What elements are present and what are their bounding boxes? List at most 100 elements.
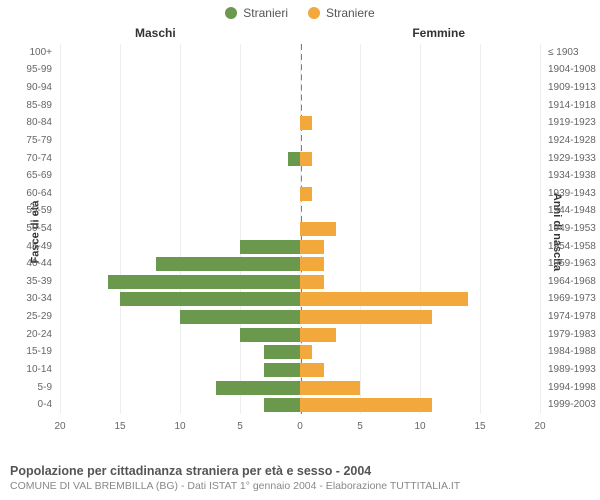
y-label-age: 15-19	[0, 346, 56, 357]
y-label-age: 85-89	[0, 100, 56, 111]
bar-female	[300, 363, 324, 377]
chart-row	[60, 168, 540, 184]
x-tick-label: 10	[174, 421, 185, 432]
legend-label-female: Straniere	[326, 6, 375, 20]
bar-male	[264, 345, 300, 359]
x-tick-label: 0	[297, 421, 303, 432]
y-label-birth: 1939-1943	[544, 188, 600, 199]
y-label-age: 25-29	[0, 311, 56, 322]
y-label-birth: 1954-1958	[544, 241, 600, 252]
bar-female	[300, 328, 336, 342]
y-label-birth: 1974-1978	[544, 311, 600, 322]
chart-row	[60, 133, 540, 149]
bar-male	[264, 398, 300, 412]
legend-label-male: Stranieri	[243, 6, 288, 20]
chart-row	[60, 362, 540, 378]
y-label-age: 75-79	[0, 135, 56, 146]
footer: Popolazione per cittadinanza straniera p…	[0, 458, 600, 500]
x-tick-label: 20	[54, 421, 65, 432]
bar-male	[180, 310, 300, 324]
y-label-birth: 1994-1998	[544, 382, 600, 393]
y-label-birth: 1904-1908	[544, 64, 600, 75]
y-label-age: 20-24	[0, 329, 56, 340]
bar-female	[300, 310, 432, 324]
y-label-birth: 1944-1948	[544, 205, 600, 216]
column-title-right: Femmine	[412, 26, 465, 40]
chart-row	[60, 221, 540, 237]
bar-female	[300, 381, 360, 395]
chart-row	[60, 397, 540, 413]
y-label-birth: 1979-1983	[544, 329, 600, 340]
y-label-age: 10-14	[0, 364, 56, 375]
y-label-age: 55-59	[0, 205, 56, 216]
y-label-birth: 1964-1968	[544, 276, 600, 287]
x-tick-label: 10	[414, 421, 425, 432]
x-tick-label: 15	[474, 421, 485, 432]
chart-row	[60, 291, 540, 307]
y-label-birth: 1909-1913	[544, 82, 600, 93]
swatch-female	[308, 7, 320, 19]
column-title-left: Maschi	[135, 26, 176, 40]
y-label-birth: 1924-1928	[544, 135, 600, 146]
y-label-age: 5-9	[0, 382, 56, 393]
y-label-birth: 1914-1918	[544, 100, 600, 111]
y-label-age: 0-4	[0, 399, 56, 410]
bar-female	[300, 275, 324, 289]
bar-male	[240, 328, 300, 342]
chart-row	[60, 151, 540, 167]
y-label-birth: 1984-1988	[544, 346, 600, 357]
y-label-age: 30-34	[0, 293, 56, 304]
bar-female	[300, 345, 312, 359]
chart-row	[60, 380, 540, 396]
y-label-age: 95-99	[0, 64, 56, 75]
x-tick-label: 20	[534, 421, 545, 432]
legend: Stranieri Straniere	[0, 0, 600, 22]
chart-subtitle: COMUNE DI VAL BREMBILLA (BG) - Dati ISTA…	[10, 480, 590, 492]
chart-row	[60, 203, 540, 219]
bar-male	[120, 292, 300, 306]
y-label-age: 45-49	[0, 241, 56, 252]
y-label-age: 60-64	[0, 188, 56, 199]
chart-row	[60, 98, 540, 114]
y-label-birth: 1959-1963	[544, 258, 600, 269]
bar-female	[300, 222, 336, 236]
y-label-birth: 1934-1938	[544, 170, 600, 181]
y-label-age: 50-54	[0, 223, 56, 234]
chart-row	[60, 256, 540, 272]
bar-male	[240, 240, 300, 254]
bar-female	[300, 116, 312, 130]
bar-female	[300, 292, 468, 306]
bar-female	[300, 257, 324, 271]
y-label-age: 65-69	[0, 170, 56, 181]
x-tick-label: 5	[237, 421, 243, 432]
chart-row	[60, 344, 540, 360]
bar-male	[288, 152, 300, 166]
x-tick-label: 15	[114, 421, 125, 432]
y-label-birth: ≤ 1903	[544, 47, 600, 58]
swatch-male	[225, 7, 237, 19]
y-label-birth: 1999-2003	[544, 399, 600, 410]
y-label-age: 90-94	[0, 82, 56, 93]
bar-male	[216, 381, 300, 395]
y-label-birth: 1989-1993	[544, 364, 600, 375]
legend-item-male: Stranieri	[225, 6, 288, 20]
chart-row	[60, 45, 540, 61]
chart-container: Maschi Femmine Fasce di età Anni di nasc…	[0, 22, 600, 442]
y-label-age: 40-44	[0, 258, 56, 269]
chart-row	[60, 327, 540, 343]
y-label-birth: 1929-1933	[544, 153, 600, 164]
y-label-age: 70-74	[0, 153, 56, 164]
chart-row	[60, 80, 540, 96]
chart-row	[60, 115, 540, 131]
y-label-birth: 1949-1953	[544, 223, 600, 234]
y-label-age: 80-84	[0, 117, 56, 128]
chart-row	[60, 62, 540, 78]
chart-row	[60, 274, 540, 290]
chart-row	[60, 309, 540, 325]
chart-title: Popolazione per cittadinanza straniera p…	[10, 464, 590, 478]
y-label-age: 35-39	[0, 276, 56, 287]
legend-item-female: Straniere	[308, 6, 375, 20]
bar-female	[300, 398, 432, 412]
gridline	[540, 44, 541, 414]
x-tick-label: 5	[357, 421, 363, 432]
